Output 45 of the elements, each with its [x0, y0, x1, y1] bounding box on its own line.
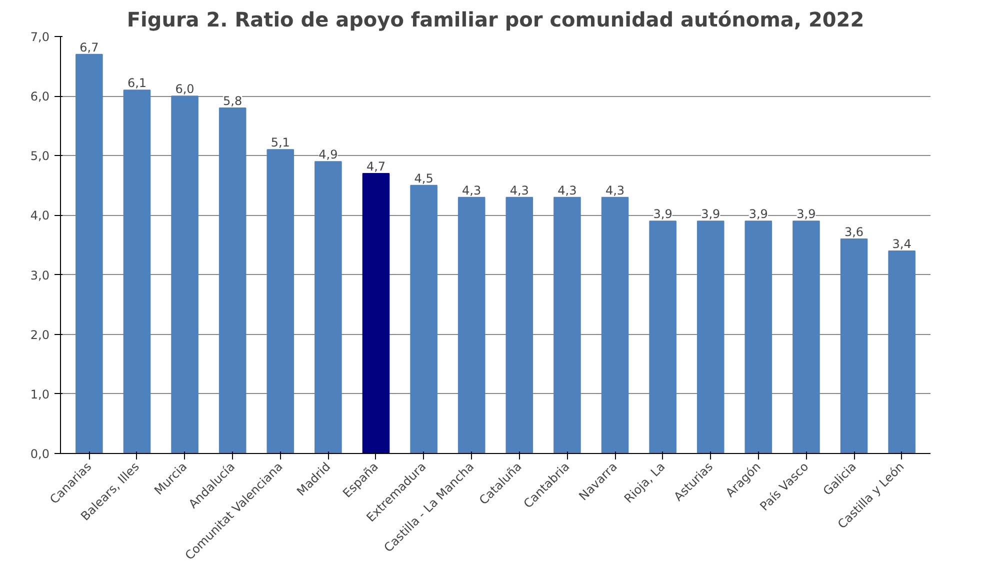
data-label: 3,9 — [796, 207, 816, 222]
y-tick-label: 0,0 — [30, 447, 50, 461]
bar — [171, 96, 198, 454]
bar — [840, 238, 868, 454]
data-label: 3,6 — [844, 225, 864, 240]
y-tick-label: 5,0 — [30, 149, 50, 164]
y-tick-label: 6,0 — [30, 90, 50, 104]
bar — [601, 196, 629, 454]
data-label: 3,9 — [701, 207, 720, 222]
bar — [506, 196, 534, 454]
data-label: 3,4 — [892, 236, 912, 251]
y-tick-label: 2,0 — [30, 328, 50, 342]
bar — [744, 220, 772, 454]
bar — [76, 54, 103, 454]
bar — [266, 149, 294, 454]
data-label: 4,9 — [318, 148, 338, 162]
chart-title: Figura 2. Ratio de apoyo familiar por comunidad autónoma, 2022 — [126, 8, 864, 32]
bar — [218, 107, 246, 454]
data-label: 5,1 — [270, 136, 290, 150]
data-label: 4,7 — [366, 160, 386, 174]
bar — [888, 250, 916, 454]
data-label: 4,3 — [558, 183, 577, 198]
y-tick-label: 1,0 — [30, 387, 50, 402]
bar — [696, 220, 724, 454]
data-label: 3,9 — [653, 207, 672, 222]
bar — [362, 173, 390, 454]
bar — [554, 196, 581, 454]
data-label: 4,3 — [462, 183, 482, 198]
data-label: 4,3 — [510, 183, 529, 198]
bar — [314, 161, 342, 454]
data-label: 4,3 — [605, 183, 625, 198]
data-label: 6,0 — [175, 82, 194, 96]
data-label: 3,9 — [748, 207, 768, 222]
y-tick-label: 3,0 — [30, 268, 50, 282]
data-label: 5,8 — [223, 94, 242, 108]
data-label: 6,1 — [127, 76, 147, 90]
bar — [792, 220, 820, 454]
y-tick-label: 7,0 — [30, 30, 50, 44]
bar — [410, 184, 438, 454]
bar — [458, 196, 486, 454]
bar — [649, 220, 676, 454]
bar — [123, 90, 151, 454]
data-label: 6,7 — [80, 40, 99, 54]
data-label: 4,5 — [414, 171, 434, 186]
y-tick-label: 4,0 — [30, 208, 50, 223]
